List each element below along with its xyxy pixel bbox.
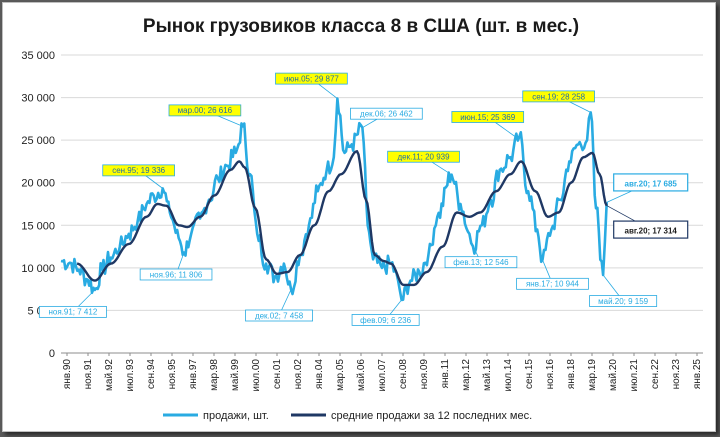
annotation-label: май.20; 9 159 (598, 297, 649, 306)
annotation-label: ноя.91; 7 412 (48, 308, 97, 317)
x-tick-label: ноя.09 (419, 359, 430, 390)
x-tick-label: янв.18 (566, 359, 577, 390)
annotation-box (168, 104, 242, 117)
annotation-label: мар.00; 26 616 (178, 106, 233, 115)
sales-line (60, 97, 608, 302)
x-axis: янв.90 ноя.91 май.92 июл.93 сен.94 ноя.95 янв.… (62, 353, 703, 392)
x-tick-label: ноя.91 (83, 359, 94, 390)
annotation-box (613, 173, 689, 192)
x-tick-label: мар.19 (587, 359, 598, 391)
x-tick-label: июл.14 (503, 359, 514, 392)
x-tick-label: сен.08 (398, 359, 409, 389)
annotation-label: сен.19; 28 258 (532, 92, 585, 101)
x-tick-label: мар.05 (335, 359, 346, 391)
annotation-label: дек.11; 20 939 (398, 153, 451, 162)
annotation-box (387, 150, 460, 163)
x-tick-label: июл.00 (251, 359, 262, 392)
annotation-box (516, 277, 589, 290)
annotation-label: фев.13; 12 546 (453, 258, 509, 267)
annotation-label: фев.09; 6 236 (360, 316, 411, 325)
average-line (76, 150, 608, 287)
x-tick-label: июл.07 (377, 359, 388, 392)
legend-label-sales: продажи, шт. (203, 410, 269, 422)
annotation-label: авг.20; 17 685 (625, 179, 678, 188)
x-tick-label: сен.01 (272, 359, 283, 389)
x-tick-label: ноя.16 (545, 359, 556, 390)
annotation-label: дек.02; 7 458 (255, 311, 304, 320)
legend-label-average: средние продажи за 12 последних мес. (331, 410, 532, 422)
x-tick-label: сен.15 (524, 359, 535, 389)
x-tick-label: июл.21 (629, 359, 640, 392)
x-tick-label: май.06 (356, 359, 367, 391)
x-tick-label: май.92 (104, 359, 115, 391)
annotation-label: сен.95; 19 336 (112, 166, 165, 175)
annotation-label: июн.15; 25 369 (460, 113, 515, 122)
y-tick-label: 25 000 (21, 135, 55, 147)
chart-svg: Рынок грузовиков класса 8 в США (шт. в м… (21, 16, 703, 422)
annotation-box (102, 164, 175, 177)
legend: продажи, шт. средние продажи за 12 послед… (163, 410, 532, 422)
y-tick-label: 35 000 (21, 50, 55, 62)
x-tick-label: сен.94 (146, 359, 157, 389)
x-tick-label: мар.12 (461, 359, 472, 391)
y-tick-label: 0 (49, 348, 55, 360)
x-tick-label: мар.98 (209, 359, 220, 391)
x-tick-label: июл.93 (125, 359, 136, 392)
x-tick-label: янв.11 (440, 359, 451, 389)
y-tick-label: 10 000 (21, 263, 55, 275)
annotation-box (589, 295, 658, 307)
annotation-box (38, 305, 107, 318)
annotation-label: июн.05; 29 877 (284, 74, 339, 83)
x-tick-label: ноя.23 (671, 359, 682, 390)
annotation-box (351, 314, 420, 326)
annotation-box (245, 309, 313, 322)
x-tick-label: май.20 (608, 359, 619, 391)
annotations: ноя.91; 7 412 сен.95; 19 336 ноя.96; 11 80… (38, 72, 689, 326)
annotation-label: дек.06; 26 462 (360, 110, 413, 119)
x-tick-label: май.99 (230, 359, 241, 391)
x-tick-label: ноя.95 (167, 359, 178, 390)
annotation-box (451, 111, 525, 123)
annotation-box (350, 107, 423, 120)
annotation-box (139, 268, 213, 281)
y-tick-label: 20 000 (21, 178, 55, 190)
annotation-label: янв.17; 10 944 (526, 280, 580, 289)
series-group (60, 97, 608, 302)
annotation-box (613, 220, 689, 239)
x-tick-label: ноя.02 (293, 359, 304, 390)
chart-title: Рынок грузовиков класса 8 в США (шт. в м… (143, 16, 579, 37)
x-tick-label: янв.04 (314, 359, 325, 390)
x-tick-label: янв.97 (188, 359, 199, 390)
annotation-label: ноя.96; 11 806 (150, 270, 203, 279)
chart-frame: Рынок грузовиков класса 8 в США (шт. в м… (2, 2, 716, 432)
annotation-label: авг.20; 17 314 (625, 227, 678, 236)
y-tick-label: 15 000 (21, 220, 55, 232)
annotation-box (444, 256, 518, 269)
y-tick-label: 30 000 (21, 93, 55, 105)
x-tick-label: янв.90 (62, 359, 73, 390)
x-tick-label: май.13 (482, 359, 493, 391)
annotation-box (275, 72, 348, 85)
annotation-box (522, 90, 595, 103)
x-tick-label: янв.25 (692, 359, 703, 390)
x-tick-label: сен.22 (650, 359, 661, 389)
